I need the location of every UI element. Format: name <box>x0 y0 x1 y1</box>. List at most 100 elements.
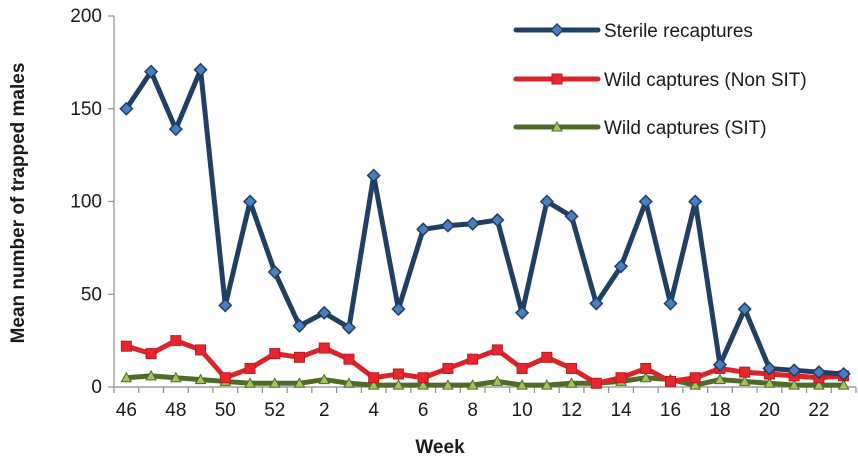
data-point-sit <box>442 379 454 390</box>
data-point-sit <box>120 371 133 383</box>
data-point-sit <box>392 379 405 390</box>
data-point-nonsit <box>417 372 429 384</box>
x-tick-label: 14 <box>610 400 632 421</box>
data-point-sterile <box>762 361 777 376</box>
y-axis-title: Mean number of trapped males <box>8 63 29 344</box>
data-point-sit <box>145 369 157 381</box>
data-point-nonsit <box>615 372 627 384</box>
y-tick-label: 100 <box>70 192 102 213</box>
data-point-sterile <box>366 168 381 183</box>
data-point-sterile <box>440 218 455 233</box>
data-point-nonsit <box>120 340 132 352</box>
data-point-sterile <box>589 296 604 311</box>
data-point-nonsit <box>689 372 701 384</box>
data-point-nonsit <box>294 351 305 363</box>
data-point-nonsit <box>541 351 553 363</box>
data-point-sterile <box>391 302 406 317</box>
data-point-nonsit <box>170 335 182 347</box>
x-tick-label: 6 <box>418 400 429 421</box>
legend-marker-square <box>551 73 563 85</box>
x-tick-label: 20 <box>759 400 780 421</box>
legend-marker-triangle <box>551 120 563 132</box>
data-point-sit <box>689 379 702 390</box>
x-tick-label: 12 <box>561 400 582 421</box>
data-point-sit <box>763 377 776 388</box>
data-point-sterile <box>119 101 134 116</box>
data-point-nonsit <box>343 353 355 365</box>
data-point-sit <box>714 373 726 385</box>
data-point-sit <box>788 379 801 390</box>
data-point-nonsit <box>368 372 380 384</box>
data-point-nonsit <box>318 342 330 354</box>
data-point-sit <box>318 373 331 385</box>
data-point-sterile <box>465 216 480 231</box>
data-point-nonsit <box>269 348 281 360</box>
data-point-nonsit <box>590 377 602 389</box>
data-point-sterile <box>193 62 208 77</box>
data-point-sterile <box>613 259 629 274</box>
data-point-sterile <box>712 357 728 372</box>
data-point-nonsit <box>195 344 207 356</box>
data-point-nonsit <box>739 366 751 378</box>
x-tick-label: 2 <box>319 400 330 421</box>
x-tick-label: 4 <box>368 400 379 421</box>
data-point-sterile <box>539 194 554 209</box>
data-point-sit <box>293 377 306 388</box>
data-point-sterile <box>341 320 357 335</box>
legend-label-2: Wild captures (SIT) <box>604 118 767 139</box>
x-tick-label: 46 <box>116 400 137 421</box>
series-line-2 <box>123 373 847 388</box>
legend-label-1: Wild captures (Non SIT) <box>604 70 807 91</box>
data-point-sterile <box>811 365 826 380</box>
y-tick-label: 0 <box>91 377 102 398</box>
series-line-0 <box>123 67 847 377</box>
data-point-sit <box>540 379 553 390</box>
data-point-nonsit <box>442 362 454 374</box>
data-point-sterile <box>787 363 802 378</box>
x-tick-label: 50 <box>215 400 236 421</box>
data-point-sit <box>367 379 380 390</box>
data-point-sterile <box>564 209 579 224</box>
data-point-sit <box>466 379 479 390</box>
data-point-sterile <box>416 222 431 237</box>
data-point-sit <box>565 377 578 388</box>
x-tick-label: 16 <box>660 400 681 421</box>
legend-marker-diamond <box>549 22 565 38</box>
data-point-sterile <box>688 194 703 209</box>
data-point-nonsit <box>467 353 479 365</box>
data-point-nonsit <box>491 344 503 356</box>
data-point-sit <box>516 379 528 390</box>
data-point-sit <box>837 379 850 390</box>
x-tick-label: 10 <box>512 400 533 421</box>
legend: Sterile recaptures Wild captures (Non SIT… <box>513 21 807 139</box>
data-point-sterile <box>836 366 851 382</box>
x-axis-title: Week <box>415 437 465 457</box>
data-point-nonsit <box>566 362 578 374</box>
data-point-sit <box>343 377 355 388</box>
data-point-sterile <box>663 296 678 311</box>
data-point-sit <box>194 373 207 385</box>
data-point-nonsit <box>145 348 157 360</box>
y-tick-label: 50 <box>81 284 102 305</box>
data-point-sterile <box>317 305 332 320</box>
data-point-nonsit <box>219 372 231 384</box>
data-point-sterile <box>490 212 505 228</box>
data-point-sterile <box>515 305 530 320</box>
legend-label-0: Sterile recaptures <box>604 21 753 42</box>
data-point-sterile <box>218 298 233 313</box>
data-point-sterile <box>267 264 282 280</box>
data-point-nonsit <box>640 362 652 374</box>
data-point-sit <box>417 379 430 390</box>
y-tick-label: 150 <box>70 99 102 120</box>
data-point-sit <box>639 371 652 383</box>
data-point-sit <box>738 375 751 386</box>
data-point-sterile <box>168 122 183 137</box>
data-point-sit <box>169 371 182 383</box>
data-point-sit <box>244 377 256 388</box>
data-point-nonsit <box>516 362 528 374</box>
data-point-nonsit <box>665 375 676 387</box>
data-point-sterile <box>638 194 653 209</box>
x-tick-label: 22 <box>808 400 829 421</box>
